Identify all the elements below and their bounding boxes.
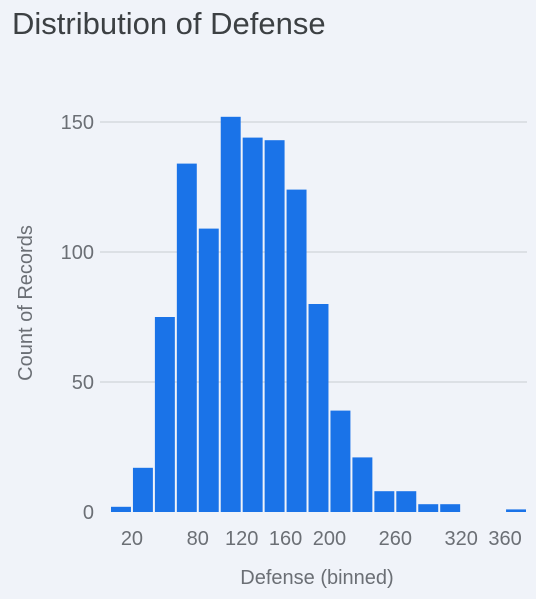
histogram-bar[interactable] <box>176 163 197 512</box>
histogram-bar[interactable] <box>242 137 263 512</box>
histogram-bar[interactable] <box>220 116 241 513</box>
y-axis-ticks: 0 50 100 150 <box>61 112 94 524</box>
histogram-bar[interactable] <box>418 504 439 512</box>
histogram-bar[interactable] <box>264 140 285 512</box>
y-tick-label: 100 <box>61 242 94 264</box>
histogram-bar[interactable] <box>286 189 307 512</box>
x-tick-label: 200 <box>313 528 346 550</box>
chart-title: Distribution of Defense <box>12 6 326 41</box>
x-tick-label: 80 <box>187 528 209 550</box>
histogram-bar[interactable] <box>111 506 131 512</box>
histogram-bar[interactable] <box>132 467 153 512</box>
histogram-bar[interactable] <box>308 304 329 512</box>
x-tick-label: 360 <box>488 528 521 550</box>
histogram-bar[interactable] <box>506 509 526 512</box>
histogram-bar[interactable] <box>198 228 219 512</box>
x-tick-label: 120 <box>225 528 258 550</box>
histogram-bar[interactable] <box>352 457 373 512</box>
y-axis-title: Count of Records <box>15 225 37 381</box>
histogram-bar[interactable] <box>154 317 175 512</box>
x-axis-title: Defense (binned) <box>240 567 393 589</box>
y-tick-label: 0 <box>83 502 94 524</box>
bars <box>111 116 526 513</box>
x-tick-label: 20 <box>121 528 143 550</box>
x-tick-label: 260 <box>379 528 412 550</box>
histogram-bar[interactable] <box>440 504 461 512</box>
histogram-bar[interactable] <box>396 491 417 512</box>
y-tick-label: 50 <box>72 372 94 394</box>
x-tick-label: 160 <box>269 528 302 550</box>
x-axis-ticks: 20 80 120 160 200 260 320 360 <box>121 528 522 550</box>
y-tick-label: 150 <box>61 112 94 134</box>
histogram-bar[interactable] <box>330 410 351 512</box>
histogram-bar[interactable] <box>374 491 395 512</box>
x-tick-label: 320 <box>444 528 477 550</box>
